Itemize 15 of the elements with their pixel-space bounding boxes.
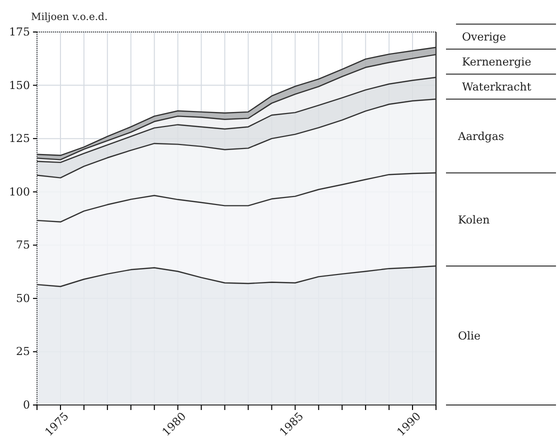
y-tick-label: 75	[16, 238, 30, 252]
y-tick-label: 125	[9, 132, 30, 146]
y-tick-label: 25	[16, 345, 30, 358]
text: Overige	[462, 30, 506, 44]
series-label: Aardgas	[457, 130, 504, 144]
y-tick-label: 150	[9, 78, 30, 92]
y-tick-label: 0	[23, 398, 30, 412]
series-label: Olie	[458, 330, 481, 343]
y-axis-title: Miljoen v.o.e.d.	[31, 12, 108, 23]
text: Kernenergie	[462, 56, 532, 69]
y-tick-label: 100	[9, 185, 30, 198]
y-tick-label: 175	[9, 26, 30, 39]
y-tick-label: 50	[16, 292, 30, 305]
text: Waterkracht	[462, 80, 532, 94]
series-label: Kolen	[458, 213, 490, 226]
